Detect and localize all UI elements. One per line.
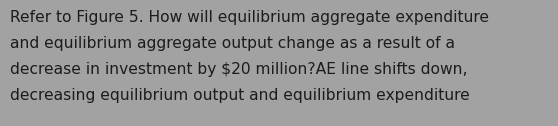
Text: and equilibrium aggregate output change as a result of a: and equilibrium aggregate output change …	[10, 36, 455, 51]
Text: decreasing equilibrium output and equilibrium expenditure: decreasing equilibrium output and equili…	[10, 88, 470, 103]
Text: Refer to Figure 5. How will equilibrium aggregate expenditure: Refer to Figure 5. How will equilibrium …	[10, 10, 489, 25]
Text: decrease in investment by $20 million?AE line shifts down,: decrease in investment by $20 million?AE…	[10, 62, 468, 77]
